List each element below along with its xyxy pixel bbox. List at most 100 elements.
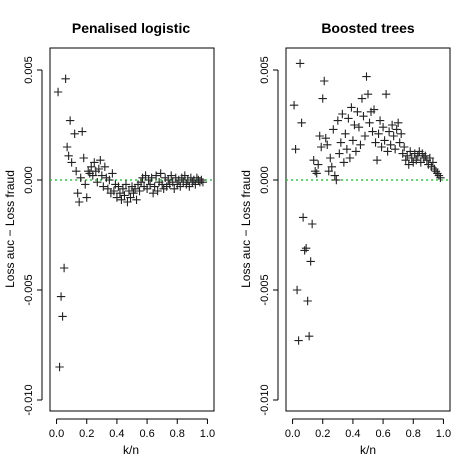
scatter-points (53, 74, 208, 372)
data-point (315, 131, 324, 141)
data-point (53, 87, 63, 97)
data-point (97, 171, 107, 180)
data-point (88, 171, 97, 180)
data-point (425, 153, 435, 163)
data-point (55, 362, 64, 372)
data-point (400, 142, 409, 152)
data-point (389, 131, 398, 141)
data-point (105, 175, 114, 185)
x-axis: 0.0 0.2 0.4 0.6 0.8 1.0 (49, 418, 215, 440)
data-point (307, 219, 317, 229)
data-point (192, 173, 202, 182)
data-point (333, 116, 343, 125)
data-point (176, 182, 185, 191)
data-point (412, 156, 421, 165)
data-point (392, 125, 401, 134)
data-point (300, 246, 309, 255)
panel-boosted-trees: Boosted trees 0.0 0.2 0.4 0.6 0.8 1.0 -0.010-… (239, 20, 451, 457)
x-tick-label: 0.0 (285, 428, 300, 440)
y-axis: -0.010 -0.005 0.000 0.005 (23, 56, 43, 416)
x-tick-label: 0.8 (170, 428, 185, 440)
data-point (126, 193, 135, 202)
data-point (323, 140, 332, 149)
data-point (310, 167, 320, 176)
data-point (372, 156, 382, 165)
data-point (393, 118, 403, 127)
data-point (390, 145, 400, 154)
data-point (401, 156, 410, 165)
data-point (421, 151, 430, 160)
data-point (147, 173, 156, 182)
data-point (368, 127, 377, 136)
data-point (318, 94, 327, 103)
y-tick-label: 0.000 (259, 166, 271, 194)
data-point (431, 167, 441, 176)
data-point (306, 257, 315, 266)
data-point (378, 123, 388, 132)
data-point (148, 189, 158, 198)
data-point (303, 296, 312, 306)
data-point (386, 140, 395, 149)
data-point (332, 175, 341, 185)
x-tick-label: 1.0 (200, 428, 215, 440)
data-point (380, 136, 389, 145)
data-point (377, 142, 386, 152)
data-point (129, 189, 138, 198)
y-axis-label: Loss auc − Loss fraud (3, 170, 17, 288)
x-axis-label: k/n (123, 443, 139, 457)
data-point (117, 195, 126, 204)
data-point (309, 156, 318, 165)
data-point (342, 145, 352, 154)
data-point (363, 90, 373, 99)
data-point (321, 134, 330, 143)
data-point (406, 147, 415, 156)
data-point (359, 112, 368, 121)
x-tick-label: 0.4 (109, 428, 124, 440)
data-point (135, 186, 144, 196)
x-tick-label: 0.4 (345, 428, 360, 440)
data-point (118, 184, 128, 193)
data-point (436, 173, 445, 182)
data-point (157, 180, 167, 189)
data-point (312, 169, 321, 178)
data-point (167, 171, 176, 180)
data-point (356, 140, 365, 149)
data-point (301, 244, 311, 253)
y-tick-label: -0.005 (23, 274, 35, 305)
data-point (62, 142, 72, 152)
data-point (90, 158, 99, 167)
data-point (136, 178, 146, 187)
data-point (329, 125, 338, 134)
data-point (292, 285, 302, 295)
x-tick-label: 0.6 (139, 428, 154, 440)
data-point (407, 153, 416, 163)
data-point (434, 171, 444, 180)
data-point (433, 169, 442, 178)
data-point (413, 151, 422, 160)
plot-frame (285, 47, 451, 412)
data-point (298, 213, 308, 222)
data-point (294, 336, 303, 345)
data-point (304, 332, 314, 341)
data-point (348, 136, 358, 145)
data-point (404, 160, 413, 169)
y-tick-label: -0.010 (23, 384, 35, 415)
data-point (314, 160, 323, 169)
data-point (330, 171, 340, 180)
data-point (198, 178, 208, 187)
x-tick-label: 1.0 (436, 428, 451, 440)
y-axis-label: Loss auc − Loss fraud (239, 170, 253, 288)
y-tick-label: -0.005 (259, 274, 271, 305)
chart-title: Boosted trees (321, 20, 415, 36)
data-point (115, 189, 125, 198)
y-tick-label: 0.005 (259, 56, 271, 84)
data-point (164, 175, 173, 185)
data-point (78, 127, 87, 136)
data-point (197, 175, 206, 185)
data-point (65, 116, 75, 125)
data-point (351, 147, 361, 156)
x-tick-label: 0.2 (79, 428, 94, 440)
data-point (360, 131, 370, 141)
data-point (336, 138, 346, 147)
